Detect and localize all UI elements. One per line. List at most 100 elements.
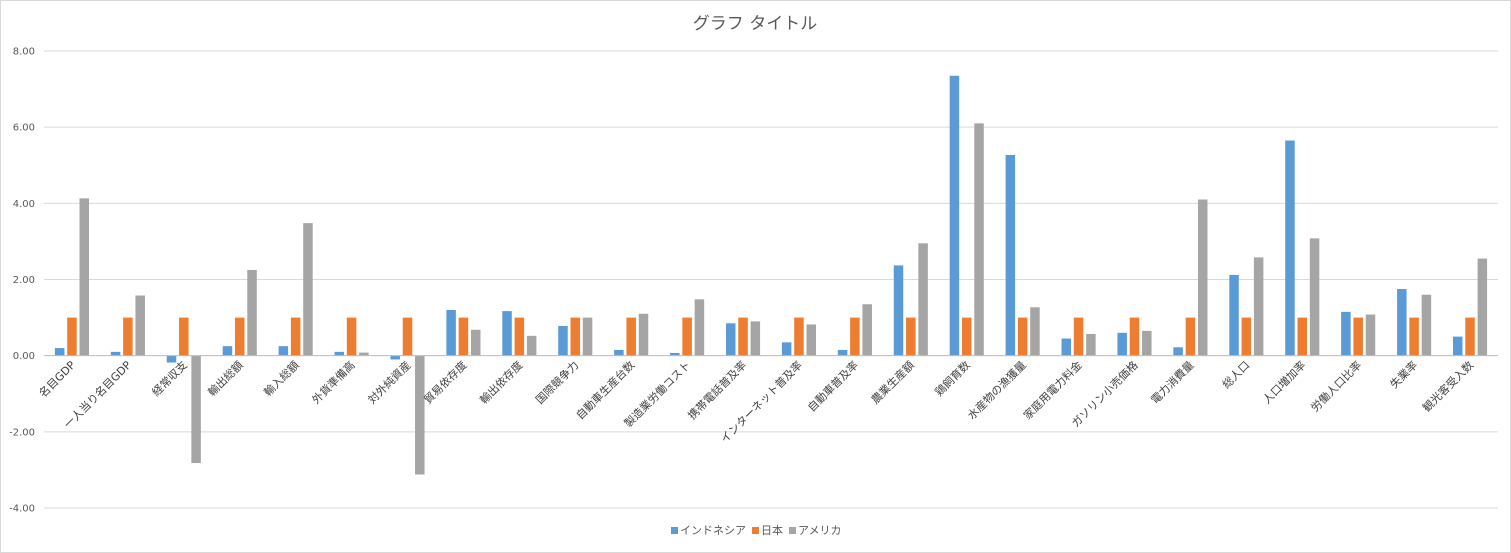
bar	[850, 317, 860, 356]
x-tick-label: 失業率	[1387, 358, 1420, 391]
x-tick-label: 自動車生産台数	[573, 358, 637, 422]
legend-swatch	[671, 527, 678, 534]
bar	[781, 342, 792, 356]
bar	[750, 321, 761, 356]
x-tick-label: 家庭用電力料金	[1020, 358, 1084, 422]
bar	[906, 317, 916, 356]
y-tick-label: -4.00	[9, 504, 35, 515]
bar	[862, 304, 872, 356]
bar	[470, 329, 481, 356]
bar	[893, 265, 904, 356]
x-tick-label: 輸出依存度	[477, 358, 526, 407]
legend-label: インドネシア	[680, 524, 746, 537]
bar	[670, 353, 680, 356]
bar	[806, 324, 817, 356]
x-tick-label: 対外純資産	[365, 358, 414, 407]
bar	[837, 349, 848, 356]
bar	[110, 351, 121, 356]
bar	[1142, 330, 1152, 356]
bar	[303, 223, 313, 356]
y-tick-label: 4.00	[13, 199, 35, 210]
bar	[949, 75, 960, 356]
bars	[54, 75, 1488, 475]
bar	[1117, 332, 1127, 356]
bar	[446, 309, 456, 356]
bar	[1421, 294, 1432, 356]
bar	[638, 313, 649, 356]
x-tick-label: 輸入総額	[261, 358, 302, 399]
bar	[626, 317, 636, 356]
bar	[458, 317, 469, 356]
y-tick-label: 2.00	[13, 275, 35, 286]
x-tick-label: 国際競争力	[533, 358, 582, 407]
y-tick-label: 6.00	[13, 123, 35, 134]
x-tick-label: 電力消費量	[1148, 358, 1197, 407]
x-tick-label: 観光客受入数	[1420, 358, 1477, 415]
bar	[54, 348, 65, 356]
x-tick-label: 名目GDP	[36, 358, 78, 400]
bar	[570, 317, 581, 356]
bar	[166, 355, 177, 363]
bar	[1285, 140, 1295, 356]
x-tick-label: 労働人口比率	[1308, 358, 1365, 415]
bar	[1477, 258, 1488, 356]
bar	[1030, 307, 1040, 356]
x-tick-label: 貿易依存度	[421, 358, 470, 407]
bar	[526, 335, 537, 356]
bar	[1452, 336, 1463, 356]
bar	[694, 299, 705, 356]
x-tick-label: 鶏飼育数	[932, 358, 973, 399]
x-tick-label: 水産物の漁獲量	[964, 358, 1028, 422]
bar	[1173, 347, 1183, 356]
legend-item: 日本	[752, 523, 783, 537]
legend-swatch	[752, 527, 759, 534]
bar	[390, 355, 400, 360]
bar	[1185, 317, 1196, 356]
bar	[1409, 317, 1419, 356]
bar	[1129, 317, 1140, 356]
bar	[961, 317, 972, 356]
bar	[67, 317, 77, 356]
bar	[918, 243, 928, 356]
bar	[725, 323, 736, 356]
bar	[402, 317, 413, 356]
legend: インドネシア 日本 アメリカ	[671, 523, 841, 537]
bar	[738, 317, 748, 356]
bar	[415, 355, 425, 475]
bar	[1086, 333, 1096, 356]
x-tick-label: 外貨準備高	[309, 358, 358, 407]
bar	[1297, 317, 1308, 356]
bar	[191, 355, 201, 464]
bar	[1341, 311, 1351, 356]
bar	[1073, 317, 1084, 356]
bar	[1397, 289, 1407, 356]
bar	[234, 317, 245, 356]
bar	[278, 346, 289, 356]
legend-item: インドネシア	[671, 524, 746, 537]
y-tick-label: 0.00	[13, 351, 35, 362]
y-axis-ticks: 8.00 6.00 4.00 2.00 0.00 -2.00 -4.00	[9, 47, 35, 515]
bar	[1309, 238, 1320, 356]
bar	[1241, 317, 1252, 356]
x-tick-label: 総人口	[1219, 358, 1252, 391]
bar	[179, 317, 189, 356]
bar	[514, 317, 525, 356]
bar	[1253, 257, 1264, 356]
bar	[582, 317, 593, 356]
x-tick-label: 人口増加率	[1260, 358, 1309, 407]
bar	[247, 269, 257, 356]
x-tick-label: 輸出総額	[205, 358, 246, 399]
bar	[1005, 154, 1016, 356]
x-tick-label: 携帯電話普及率	[685, 358, 749, 422]
legend-swatch	[789, 527, 796, 534]
bar	[1017, 317, 1028, 356]
bar	[79, 198, 90, 356]
gridlines	[44, 50, 1498, 509]
bar	[1465, 317, 1475, 356]
bar	[359, 352, 369, 356]
bar	[1061, 338, 1072, 356]
bar	[614, 349, 624, 356]
bar	[135, 295, 145, 356]
